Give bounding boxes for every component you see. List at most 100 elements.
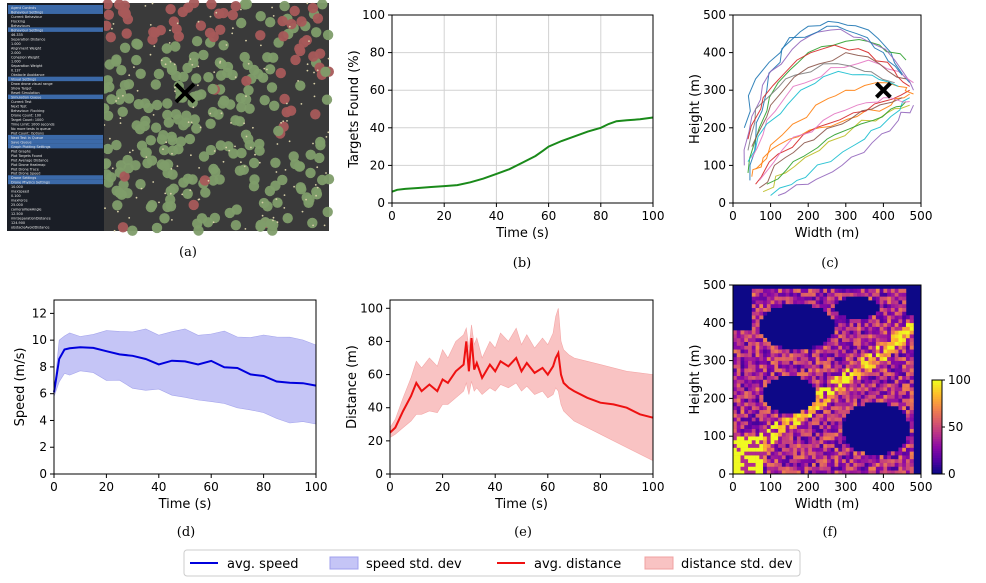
heatmap-cell [905,360,911,365]
heatmap-cell [905,466,911,471]
heatmap-cell [902,375,907,380]
heatmap-cell [755,447,760,452]
heatmap-cell [785,360,790,365]
heatmap-cell [890,383,895,388]
heatmap-cell [823,375,828,380]
heatmap-cell [770,436,775,441]
heatmap-cell [830,447,835,452]
heatmap-cell [887,379,892,384]
heatmap-cell [872,330,877,335]
heatmap-cell [751,375,756,380]
heatmap-cell [804,300,809,305]
heatmap-cell [793,443,798,448]
heatmap-cell [853,341,858,346]
heatmap-cell [793,424,798,429]
drone-dot [160,59,163,62]
panel-header-bar [8,139,103,144]
heatmap-cell [800,368,805,373]
heatmap-cell [894,371,899,377]
heatmap-cell [845,394,850,399]
heatmap-cell [872,455,877,460]
colorbar-segment [932,380,942,383]
heatmap-cell [785,466,790,471]
heatmap-cell [808,428,813,433]
drone-dot [252,126,254,129]
heatmap-cell [902,288,907,293]
drone-dot [144,5,147,7]
y-tick-label: 6 [39,387,47,401]
drone-dot [170,168,173,170]
heatmap-cell [793,288,798,293]
heatmap-cell [804,462,809,467]
heatmap-cell [774,436,779,441]
heatmap-cell [902,387,907,392]
heatmap-cell [770,439,775,445]
heatmap-cell [819,383,824,388]
y-tick-label: 500 [703,8,726,22]
heatmap-cell [751,319,756,324]
heatmap-cell [740,455,745,460]
heatmap-cell [905,349,911,354]
heatmap-cell [759,470,764,475]
heatmap-cell [883,394,888,399]
drone-dot [109,137,111,140]
heatmap-cell [793,455,798,460]
heatmap-cell [744,470,749,475]
colorbar-tick-label: 0 [948,467,956,481]
heatmap-cell [887,334,892,339]
y-tick-label: 0 [377,196,385,210]
heatmap-cell [898,466,903,471]
heatmap-cell [827,371,832,377]
heatmap-cell [864,288,869,293]
drone-dot [197,84,199,87]
caption-f: (f) [823,525,838,540]
heatmap-cell [823,364,828,369]
target-missed-dot [188,199,199,211]
colorbar-segment [932,424,942,428]
heatmap-cell [751,447,756,452]
target-found-dot [117,106,128,118]
heatmap-cell [778,296,783,301]
heatmap-cell [834,364,839,369]
heatmap-cell [808,375,813,380]
heatmap-cell [740,470,745,475]
heatmap-cell [883,341,888,346]
drone-dot [115,100,117,102]
drone-dot [247,62,250,65]
heatmap-cell [808,439,813,445]
heatmap-cell [736,432,741,437]
heatmap-cell [778,303,783,308]
heatmap-cell [733,405,738,411]
drone-dot [284,169,287,171]
colorbar-segment [932,457,942,461]
heatmap-cell [763,421,768,426]
heatmap-cell [744,353,749,358]
heatmap-cell [875,356,880,361]
heatmap-cell [902,330,907,335]
heatmap-cell [736,368,741,373]
heatmap-cell [811,379,817,384]
drone-dot [171,219,173,221]
drone-dot [117,97,120,100]
panel-line: Behaviour Settings [11,10,43,14]
heatmap-cell [898,341,903,346]
heatmap-cell [785,455,790,460]
heatmap-cell [755,356,760,361]
y-tick-label: 4 [39,413,47,427]
heatmap-cell [857,288,862,293]
heatmap-cell [774,458,779,463]
heatmap-cell [740,428,745,433]
heatmap-cell [898,383,903,388]
heatmap-cell [793,368,798,373]
heatmap-cell [763,432,768,437]
heatmap-cell [890,356,895,361]
heatmap-cell [857,349,862,354]
heatmap-cell [736,330,741,335]
heatmap-cell [736,345,741,350]
target-found-dot [264,64,276,75]
target-missed-dot [314,48,326,59]
heatmap-cell [819,303,824,308]
x-tick-label: 20 [99,480,114,494]
heatmap-cell [830,390,835,395]
heatmap-cell [902,334,907,339]
